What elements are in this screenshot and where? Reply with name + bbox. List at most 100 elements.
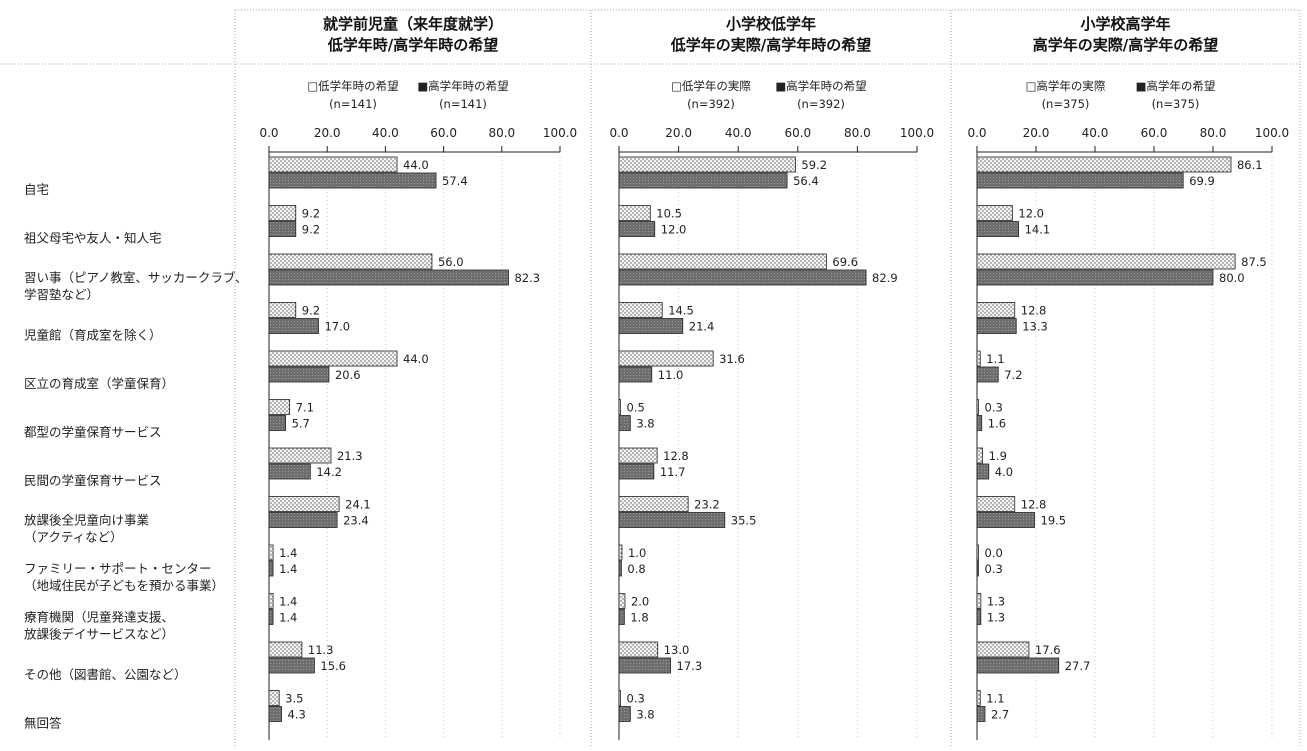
bar-series-2: [268, 415, 286, 431]
bar-series-1: [618, 690, 621, 706]
bar-series-2: [268, 221, 297, 237]
bar-value-label: 10.5: [656, 207, 682, 221]
bar-value-label: 0.3: [985, 401, 1003, 415]
x-tick-label: 40.0: [1082, 126, 1109, 140]
x-tick-label: 20.0: [1023, 126, 1050, 140]
bar-series-1: [618, 641, 659, 658]
bar-series-1: [976, 399, 979, 415]
bar-value-label: 59.2: [801, 158, 827, 172]
x-tick-label: 0.0: [259, 126, 278, 140]
bar-series-2: [268, 172, 437, 189]
bar-series-2: [268, 706, 282, 722]
bar-series-2: [618, 706, 631, 722]
bar-value-label: 17.6: [1035, 643, 1061, 657]
bar-series-1: [618, 399, 621, 415]
category-label: （地域住民が子どもを預かる事業）: [24, 578, 224, 593]
bar-value-label: 44.0: [403, 352, 429, 366]
bar-value-label: 11.3: [308, 643, 334, 657]
bar-value-label: 1.3: [987, 611, 1005, 625]
x-tick-label: 60.0: [1141, 126, 1168, 140]
category-label: 習い事（ピアノ教室、サッカークラブ、: [24, 270, 248, 285]
bar-series-1: [976, 690, 981, 706]
bar-value-label: 9.2: [302, 223, 320, 237]
category-label: 無回答: [24, 716, 62, 731]
bar-series-1: [618, 496, 689, 512]
bar-value-label: 1.4: [279, 611, 297, 625]
bar-value-label: 1.6: [988, 417, 1006, 431]
bar-value-label: 14.2: [316, 465, 342, 479]
x-tick-label: 60.0: [430, 126, 457, 140]
x-tick-label: 80.0: [844, 126, 871, 140]
panel-title: 小学校低学年: [726, 15, 816, 33]
category-label: 民間の学童保育サービス: [24, 473, 162, 488]
bar-value-label: 1.9: [989, 449, 1007, 463]
bar-series-2: [268, 318, 319, 334]
bar-value-label: 1.1: [986, 692, 1004, 706]
bar-series-1: [268, 156, 398, 173]
bar-series-2: [618, 415, 631, 431]
bar-series-1: [976, 350, 981, 367]
bar-series-2: [268, 512, 338, 528]
bar-value-label: 24.1: [345, 498, 371, 512]
category-label: 自宅: [24, 182, 49, 197]
bar-series-1: [618, 156, 796, 173]
bar-series-2: [976, 221, 1019, 237]
bar-series-2: [618, 318, 684, 334]
bar-value-label: 7.2: [1004, 368, 1022, 382]
bar-value-label: 56.4: [793, 174, 819, 188]
bar-series-2: [618, 172, 788, 189]
bar-value-label: 1.0: [628, 546, 646, 560]
legend-n: (n=392): [687, 97, 735, 111]
bar-value-label: 0.3: [627, 692, 645, 706]
x-tick-label: 100.0: [543, 126, 577, 140]
category-label: ファミリー・サポート・センター: [24, 561, 212, 576]
bar-value-label: 82.9: [872, 271, 898, 285]
legend-entry: □低学年の実際: [671, 79, 751, 93]
bar-series-1: [268, 253, 433, 270]
bar-value-label: 87.5: [1241, 255, 1267, 269]
bar-series-1: [268, 447, 332, 464]
bar-series-2: [618, 221, 656, 237]
bar-series-2: [268, 609, 274, 625]
bar-value-label: 15.6: [320, 659, 346, 673]
panel-title: 就学前児童（来年度就学）: [323, 15, 503, 33]
bar-series-1: [268, 496, 340, 512]
bar-value-label: 57.4: [442, 174, 468, 188]
bar-value-label: 19.5: [1041, 514, 1067, 528]
legend-entry: ■高学年時の希望: [417, 79, 508, 93]
bar-series-1: [618, 350, 714, 367]
x-tick-label: 40.0: [372, 126, 399, 140]
x-tick-label: 40.0: [725, 126, 752, 140]
bar-value-label: 9.2: [302, 304, 320, 318]
bar-series-2: [618, 269, 867, 286]
bar-value-label: 1.1: [986, 352, 1004, 366]
bar-value-label: 17.3: [677, 659, 703, 673]
panel-title: 低学年時/高学年時の希望: [327, 36, 498, 54]
bar-series-2: [268, 269, 509, 286]
bar-value-label: 1.4: [279, 595, 297, 609]
bar-value-label: 56.0: [438, 255, 464, 269]
x-tick-label: 0.0: [967, 126, 986, 140]
bar-value-label: 69.6: [832, 255, 858, 269]
bar-value-label: 3.5: [285, 692, 303, 706]
legend-n: (n=392): [797, 97, 845, 111]
bar-value-label: 1.4: [279, 546, 297, 560]
bar-series-2: [618, 512, 726, 528]
bar-series-2: [268, 463, 311, 480]
x-tick-label: 60.0: [784, 126, 811, 140]
x-tick-label: 80.0: [488, 126, 515, 140]
bar-series-1: [268, 544, 274, 561]
bar-series-2: [268, 657, 315, 674]
bar-series-1: [268, 302, 297, 318]
bar-value-label: 12.8: [1021, 304, 1047, 318]
category-label: 放課後全児童向け事業: [24, 513, 150, 528]
bar-value-label: 31.6: [719, 352, 745, 366]
bar-value-label: 12.0: [661, 223, 687, 237]
bar-series-1: [976, 593, 982, 609]
bar-value-label: 13.0: [664, 643, 690, 657]
bar-series-2: [976, 560, 979, 577]
legend-n: (n=375): [1152, 97, 1200, 111]
category-label: 区立の育成室（学童保育）: [24, 376, 174, 391]
bar-series-1: [976, 253, 1236, 270]
